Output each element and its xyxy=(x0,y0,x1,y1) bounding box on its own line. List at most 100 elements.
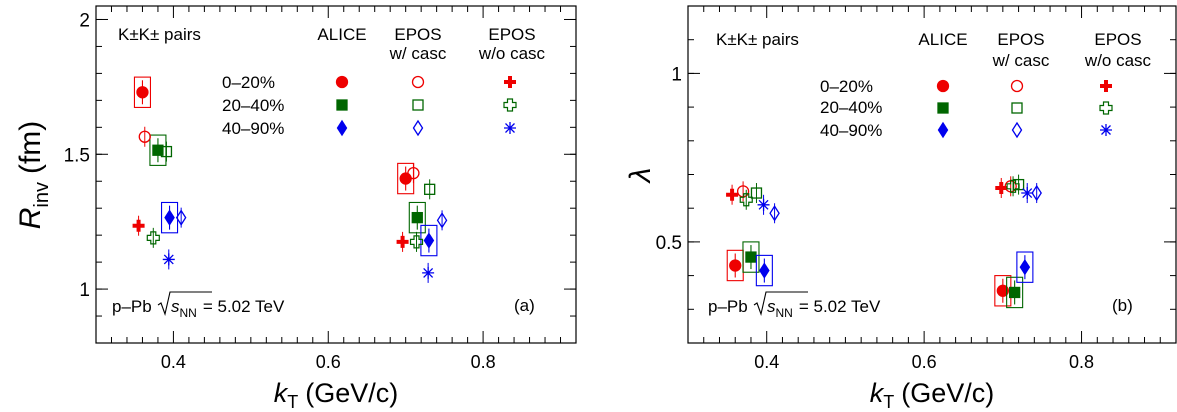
legend-header: K±K± pairs xyxy=(118,25,201,44)
legend-col-epos-wo: EPOS xyxy=(1094,30,1141,49)
data-point xyxy=(729,259,742,272)
x-tick-label: 0.4 xyxy=(754,352,779,372)
system-label: p–Pb xyxy=(708,297,748,316)
syst-box xyxy=(1006,276,1024,309)
panel-label-b: (b) xyxy=(1112,296,1133,315)
legend-col-alice: ALICE xyxy=(317,25,366,44)
axis-ticks: 0.4 0.6 0.8 0.5 1 xyxy=(656,5,1177,372)
data-point xyxy=(424,183,436,195)
energy-label: sNN = 5.02 TeV xyxy=(767,297,881,320)
y-axis-label: λ xyxy=(624,168,657,185)
syst-box xyxy=(1016,251,1034,283)
legend-col-alice: ALICE xyxy=(918,30,967,49)
syst-box xyxy=(742,241,760,273)
y-axis-label: Rinv(fm) xyxy=(14,121,53,230)
legend-col-epos-w: EPOS xyxy=(997,30,1044,49)
data-marks xyxy=(726,174,1042,309)
data-point xyxy=(407,167,420,180)
legend-marker xyxy=(1100,80,1112,92)
data-point xyxy=(739,193,753,207)
x-tick-label: 0.4 xyxy=(161,352,186,372)
legend-row-40-90: 40–90% xyxy=(820,121,882,140)
legend-marker xyxy=(937,102,949,114)
data-point xyxy=(175,209,187,226)
x-tick-label: 0.6 xyxy=(912,352,937,372)
legend-marker xyxy=(503,98,517,112)
syst-box xyxy=(133,76,152,108)
legend-marker xyxy=(1100,124,1112,136)
legend-row-0-20: 0–20% xyxy=(820,77,873,96)
data-point xyxy=(136,86,149,99)
legend-markers xyxy=(936,79,1113,139)
axis-ticks: 0.4 0.6 0.8 1 1.5 2 xyxy=(64,6,577,372)
legend-col-epos-w-2: w/ casc xyxy=(992,51,1050,70)
data-point xyxy=(769,205,780,222)
legend-marker xyxy=(411,75,425,89)
legend-marker xyxy=(1011,102,1023,114)
data-point xyxy=(1008,286,1021,299)
data-point xyxy=(164,209,175,226)
data-point xyxy=(132,219,145,232)
data-point xyxy=(995,181,1008,194)
legend-marker xyxy=(412,119,424,137)
energy-label: sNN = 5.02 TeV xyxy=(171,297,285,320)
data-point xyxy=(399,172,412,185)
syst-box xyxy=(420,224,438,257)
data-point xyxy=(996,284,1009,297)
data-point xyxy=(423,232,435,249)
data-point xyxy=(1012,178,1025,191)
legend-header: K±K± pairs xyxy=(716,30,799,49)
legend-marker xyxy=(1099,101,1113,115)
syst-box xyxy=(755,254,773,287)
legend-marker xyxy=(336,119,348,137)
y-tick-label: 1 xyxy=(671,64,682,85)
x-tick-label: 0.8 xyxy=(1069,352,1094,372)
data-point xyxy=(138,130,151,143)
data-point xyxy=(422,266,435,279)
syst-box xyxy=(160,201,179,234)
legend-marker xyxy=(504,122,516,134)
data-point xyxy=(1031,184,1042,202)
legend-marker xyxy=(936,79,950,93)
legend-row-20-40: 20–40% xyxy=(820,98,882,117)
data-point xyxy=(162,253,175,266)
legend-row-40-90: 40–90% xyxy=(222,119,284,138)
data-point xyxy=(1019,258,1031,276)
x-axis-label: kT (GeV/c) xyxy=(274,378,399,412)
data-point xyxy=(436,212,448,229)
y-tick-label: 0.5 xyxy=(656,233,682,254)
y-tick-label: 1 xyxy=(79,280,90,301)
legend: K±K± pairs ALICE EPOS w/ casc EPOS w/o c… xyxy=(118,25,546,138)
legend-row-20-40: 20–40% xyxy=(222,96,284,115)
data-point xyxy=(146,231,160,245)
system-label: p–Pb xyxy=(112,297,152,316)
panel-lambda: 0.4 0.6 0.8 0.5 1 λ kT (GeV/c) K±K± pairs ALI… xyxy=(624,5,1177,412)
syst-box xyxy=(408,201,426,234)
data-point xyxy=(757,198,770,211)
legend-col-epos-w: EPOS xyxy=(394,25,441,44)
syst-box xyxy=(149,134,167,166)
legend-col-epos-w-2: w/ casc xyxy=(389,44,447,63)
data-point xyxy=(160,145,173,158)
legend-marker xyxy=(504,76,516,88)
legend-row-0-20: 0–20% xyxy=(222,73,275,92)
legend-col-epos-wo-2: w/o casc xyxy=(1084,51,1152,70)
sqrt-symbol xyxy=(157,291,212,316)
legend-marker xyxy=(336,99,348,111)
legend-col-epos-wo-2: w/o casc xyxy=(478,44,546,63)
plot-frame xyxy=(95,5,577,344)
data-point xyxy=(409,235,424,249)
legend-marker xyxy=(1011,121,1023,139)
y-tick-label: 2 xyxy=(79,10,90,31)
y-tick-label: 1.5 xyxy=(64,145,90,166)
x-tick-label: 0.6 xyxy=(316,352,341,372)
sqrt-symbol xyxy=(753,291,808,316)
panel-label-a: (a) xyxy=(514,296,535,315)
panel-radius: 0.4 0.6 0.8 1 1.5 2 Rinv(fm) kT (GeV/c) K±K± p… xyxy=(14,5,577,412)
legend-marker xyxy=(1010,79,1024,93)
data-point xyxy=(759,262,770,279)
legend-col-epos-wo: EPOS xyxy=(488,25,535,44)
data-point xyxy=(152,144,164,156)
legend-marker xyxy=(412,99,424,111)
